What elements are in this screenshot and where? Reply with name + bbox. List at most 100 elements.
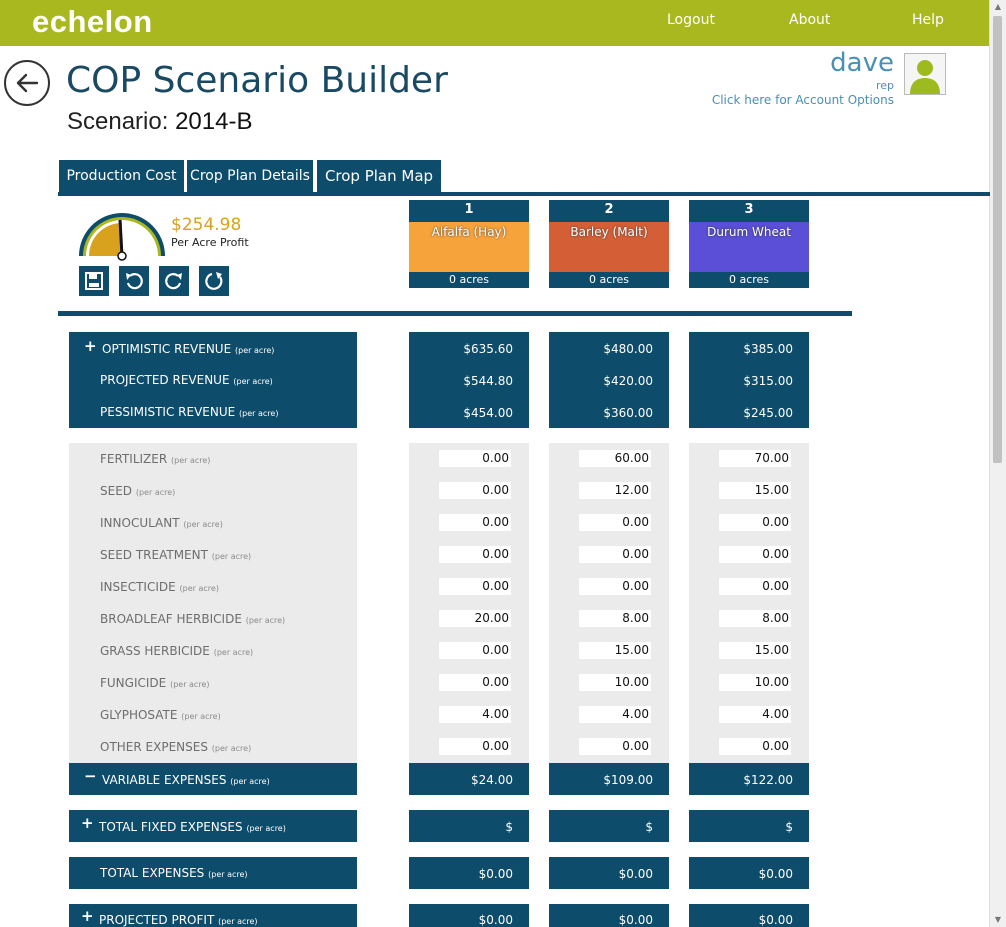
tab-crop-plan-map[interactable]: Crop Plan Map [317, 160, 441, 192]
redo-icon [165, 273, 182, 290]
projected-revenue-value: $420.00 [603, 374, 653, 388]
total-expenses-value: $0.00 [758, 867, 793, 881]
crop-acres: 0 acres [728, 273, 770, 286]
seed-input[interactable] [579, 482, 651, 499]
insecticide-input[interactable] [579, 578, 651, 595]
grass-herbicide-input[interactable] [719, 642, 791, 659]
fixed-expenses-value: $ [645, 820, 653, 834]
variable-expenses-value: $24.00 [471, 773, 513, 787]
redo-button[interactable] [159, 266, 189, 296]
per-acre-profit-value: $254.98 [171, 215, 242, 235]
crop-name: Barley (Malt) [570, 225, 648, 239]
seed-treatment-input[interactable] [439, 546, 511, 563]
projected-profit-col-2 [549, 904, 669, 927]
scroll-thumb[interactable] [993, 16, 1002, 463]
other-expenses-input[interactable] [579, 738, 651, 755]
back-button[interactable] [4, 60, 50, 106]
fertilizer-input[interactable] [719, 450, 791, 467]
fertilizer-input[interactable] [439, 450, 511, 467]
fixed-expenses-col-1 [409, 810, 529, 842]
help-link[interactable]: Help [912, 12, 944, 28]
scrollbar[interactable]: ▲ ▼ [989, 0, 1006, 927]
broadleaf-herbicide-input[interactable] [719, 610, 791, 627]
expenses-label-block [69, 443, 357, 763]
projected-revenue-value: $544.80 [463, 374, 513, 388]
total-expenses-col-3 [689, 857, 809, 889]
total-expenses-value: $0.00 [618, 867, 653, 881]
revenue-label-block [69, 332, 357, 428]
crop-card-3[interactable]: 3 Durum Wheat 0 acres [689, 200, 809, 288]
seed-treatment-input[interactable] [579, 546, 651, 563]
tab-crop-plan-details[interactable]: Crop Plan Details [187, 160, 313, 192]
variable-expenses-col-3 [689, 763, 809, 795]
projected-profit-value: $0.00 [758, 913, 793, 927]
seed-input[interactable] [719, 482, 791, 499]
insecticide-label: INSECTICIDE (per acre) [100, 580, 219, 594]
fertilizer-input[interactable] [579, 450, 651, 467]
insecticide-input[interactable] [439, 578, 511, 595]
innoculant-input[interactable] [579, 514, 651, 531]
crop-name: Durum Wheat [707, 225, 791, 239]
projected-profit-col-1 [409, 904, 529, 927]
scroll-down-icon[interactable]: ▼ [994, 915, 1002, 924]
insecticide-input[interactable] [719, 578, 791, 595]
user-avatar-icon[interactable] [904, 53, 946, 95]
reset-button[interactable] [199, 266, 229, 296]
variable-expenses-label: VARIABLE EXPENSES (per acre) [102, 773, 270, 787]
scroll-up-icon[interactable]: ▲ [994, 2, 1002, 11]
tab-production-cost[interactable]: Production Cost [59, 160, 184, 192]
grass-herbicide-input[interactable] [439, 642, 511, 659]
projected-profit-col-3 [689, 904, 809, 927]
about-link[interactable]: About [789, 12, 831, 28]
reset-icon [205, 272, 223, 290]
crop-card-2[interactable]: 2 Barley (Malt) 0 acres [549, 200, 669, 288]
innoculant-input[interactable] [719, 514, 791, 531]
projected-profit-label: PROJECTED PROFIT (per acre) [99, 913, 258, 927]
variable-expenses-label-block [69, 763, 357, 795]
undo-button[interactable] [119, 266, 149, 296]
grass-herbicide-label: GRASS HERBICIDE (per acre) [100, 644, 254, 658]
variable-expenses-col-2 [549, 763, 669, 795]
crop-card-1[interactable]: 1 Alfalfa (Hay) 0 acres [409, 200, 529, 288]
seed-input[interactable] [439, 482, 511, 499]
projected-revenue-label: PROJECTED REVENUE (per acre) [100, 373, 273, 387]
fungicide-input[interactable] [439, 674, 511, 691]
grass-herbicide-input[interactable] [579, 642, 651, 659]
glyphosate-input[interactable] [579, 706, 651, 723]
seed-treatment-label: SEED TREATMENT (per acre) [100, 548, 252, 562]
crop-color-swatch: Barley (Malt) [549, 222, 669, 272]
collapse-variable-expenses-icon[interactable]: − [84, 767, 97, 785]
innoculant-input[interactable] [439, 514, 511, 531]
broadleaf-herbicide-label: BROADLEAF HERBICIDE (per acre) [100, 612, 286, 626]
innoculant-label: INNOCULANT (per acre) [100, 516, 223, 530]
pessimistic-revenue-value: $360.00 [603, 406, 653, 420]
pessimistic-revenue-value: $245.00 [743, 406, 793, 420]
variable-expenses-col-1 [409, 763, 529, 795]
seed-treatment-input[interactable] [719, 546, 791, 563]
expand-fixed-expenses-icon[interactable]: + [81, 814, 94, 832]
expand-optimistic-revenue-icon[interactable]: + [84, 337, 97, 355]
account-options-link[interactable]: Click here for Account Options [711, 93, 894, 107]
crop-number: 1 [464, 202, 474, 217]
crop-color-swatch: Alfalfa (Hay) [409, 222, 529, 272]
echelon-logo[interactable]: echelon [32, 4, 153, 39]
other-expenses-label: OTHER EXPENSES (per acre) [100, 740, 252, 754]
profit-gauge-icon [76, 208, 168, 266]
per-acre-profit-label: Per Acre Profit [171, 236, 249, 249]
broadleaf-herbicide-input[interactable] [439, 610, 511, 627]
top-navbar: echelon Logout About Help [0, 0, 990, 46]
glyphosate-input[interactable] [439, 706, 511, 723]
fungicide-input[interactable] [719, 674, 791, 691]
glyphosate-input[interactable] [719, 706, 791, 723]
projected-revenue-value: $315.00 [743, 374, 793, 388]
save-button[interactable] [79, 266, 109, 296]
expand-projected-profit-icon[interactable]: + [81, 907, 94, 925]
page-title: COP Scenario Builder [66, 60, 448, 101]
logout-link[interactable]: Logout [667, 12, 715, 28]
other-expenses-input[interactable] [439, 738, 511, 755]
other-expenses-input[interactable] [719, 738, 791, 755]
fixed-expenses-col-2 [549, 810, 669, 842]
fungicide-input[interactable] [579, 674, 651, 691]
broadleaf-herbicide-input[interactable] [579, 610, 651, 627]
pessimistic-revenue-value: $454.00 [463, 406, 513, 420]
